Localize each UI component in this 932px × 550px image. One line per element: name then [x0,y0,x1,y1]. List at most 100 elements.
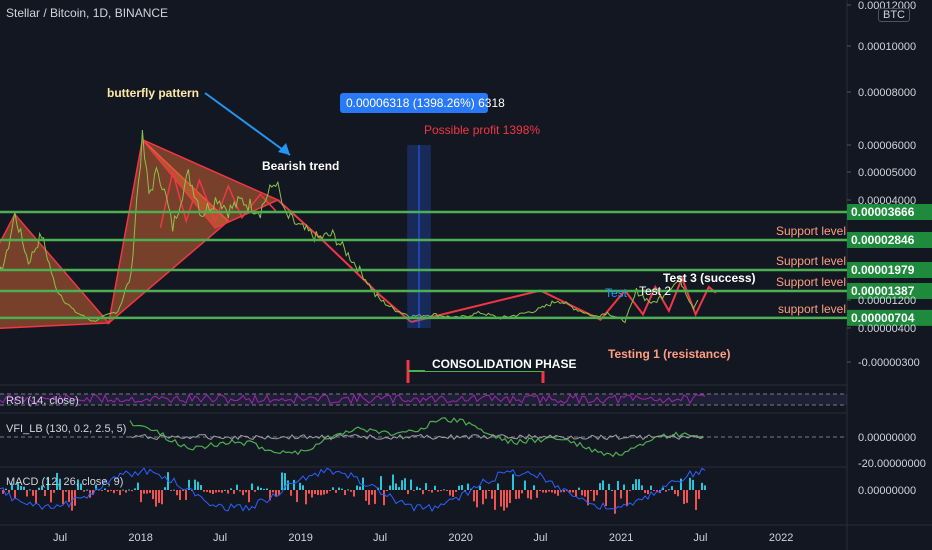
macd-histogram-bar [698,490,700,500]
macd-histogram-bar [323,490,325,495]
macd-histogram-bar [140,490,142,503]
macd-histogram-bar [362,477,364,490]
macd-histogram-bar [29,489,31,491]
price-series-line [0,129,699,324]
macd-histogram-bar [23,486,25,490]
macd-histogram-bar [521,490,523,494]
macd-histogram-bar [659,490,661,494]
macd-histogram-bar [545,490,547,493]
macd-histogram-bar [170,490,172,491]
macd-histogram-bar [131,490,133,492]
price-label-bg [847,204,932,220]
macd-histogram-bar [518,490,520,499]
symbol-title: Stellar / Bitcoin, 1D, BINANCE [6,6,169,20]
macd-histogram-bar [584,490,586,497]
price-tick-label: 0.00006000 [858,140,916,152]
rsi-line [0,393,706,405]
macd-histogram-bar [68,490,70,503]
currency-badge[interactable]: BTC [878,8,910,22]
macd-histogram-bar [188,479,190,490]
macd-histogram-bar [104,488,106,490]
macd-histogram-bar [251,483,253,490]
macd-histogram-bar [233,490,235,494]
macd-histogram-bar [542,490,544,493]
macd-histogram-bar [272,490,274,493]
macd-label[interactable]: MACD (12, 26, close, 9) [6,476,124,488]
test-3-label: Test 3 (success) [663,271,756,285]
macd-histogram-bar [509,490,511,504]
macd-histogram-bar [479,486,481,490]
macd-histogram-bar [53,490,55,493]
macd-histogram-bar [293,479,295,490]
macd-histogram-bar [122,489,124,491]
macd-histogram-bar [557,490,559,496]
price-tick-label: 0.00004000 [858,195,916,207]
macd-histogram-bar [38,487,40,490]
macd-histogram-bar [308,490,310,494]
macd-histogram-bar [398,487,400,490]
testing-resistance-label: Testing 1 (resistance) [608,347,730,361]
macd-histogram-bar [347,489,349,491]
price-label-bg [847,262,932,278]
macd-histogram-bar [191,490,193,491]
macd-histogram-bar [164,487,166,490]
macd-histogram-bar [689,477,691,490]
macd-histogram-bar [173,489,175,491]
price-level-label: 0.00003666 [851,205,915,219]
measure-tooltip [340,93,488,113]
price-tick-label: 0.00001200 [858,295,916,307]
vfi-label[interactable]: VFI_LB (130, 0.2, 2.5, 5) [6,423,127,435]
macd-histogram-bar [179,490,181,501]
macd-histogram-bar [263,488,265,490]
macd-histogram-bar [491,490,493,499]
macd-histogram-bar [287,480,289,490]
macd-histogram-bar [500,490,502,507]
macd-histogram-bar [404,478,406,490]
macd-histogram-bar [209,490,211,493]
macd-histogram-bar [326,490,328,494]
macd-histogram-bar [302,485,304,490]
macd-histogram-bar [419,488,421,490]
macd-histogram-bar [260,487,262,490]
macd-histogram-bar [353,490,355,497]
macd-histogram-bar [446,490,448,491]
macd-histogram-bar [536,490,538,498]
macd-histogram-bar [551,490,553,493]
macd-histogram-bar [422,490,424,495]
macd-histogram-bar [524,480,526,490]
time-tick-label: 2022 [769,532,793,544]
rsi-label[interactable]: RSI (14, close) [6,395,79,407]
macd-histogram-bar [215,490,217,493]
macd-histogram-bar [125,490,127,493]
macd-histogram-bar [2,490,4,494]
macd-histogram-bar [452,490,454,497]
macd-histogram-bar [512,474,514,490]
price-tick-label: 0.00000400 [858,323,916,335]
time-tick-label: Jul [693,532,707,544]
macd-histogram-bar [149,490,151,493]
wedge-zigzag-line [159,171,277,229]
macd-histogram-bar [155,490,157,507]
macd-histogram-bar [14,490,16,499]
macd-histogram-bar [116,490,118,491]
time-tick-label: 2020 [448,532,472,544]
time-tick-label: Jul [53,532,67,544]
macd-histogram-bar [596,490,598,496]
macd-histogram-bar [119,490,121,496]
macd-histogram-bar [488,490,490,491]
macd-histogram-bar [638,479,640,490]
time-tick-label: Jul [373,532,387,544]
macd-tick-label: 0.00000000 [858,485,916,497]
macd-histogram-bar [224,489,226,491]
macd-histogram-bar [17,482,19,490]
macd-histogram-bar [320,490,322,496]
macd-histogram-bar [392,474,394,490]
macd-histogram-bar [575,490,577,497]
macd-histogram-bar [371,490,373,495]
macd-histogram-bar [365,490,367,501]
macd-histogram-bar [80,483,82,490]
macd-histogram-bar [56,472,58,490]
price-label-bg [847,232,932,248]
macd-histogram-bar [485,490,487,499]
